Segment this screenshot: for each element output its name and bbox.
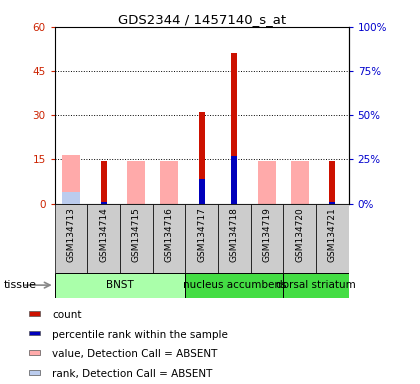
Bar bbox=[62, 192, 80, 204]
Bar bbox=[29, 311, 40, 316]
Bar bbox=[251, 204, 283, 273]
Text: GSM134717: GSM134717 bbox=[197, 207, 206, 262]
Bar bbox=[199, 112, 205, 204]
Text: dorsal striatum: dorsal striatum bbox=[276, 280, 356, 290]
Bar bbox=[29, 370, 40, 375]
Text: GSM134718: GSM134718 bbox=[230, 207, 239, 262]
Bar bbox=[127, 161, 145, 204]
Text: GSM134716: GSM134716 bbox=[165, 207, 173, 262]
Bar bbox=[29, 331, 40, 335]
Bar bbox=[258, 161, 276, 204]
Bar bbox=[87, 204, 120, 273]
Text: BNST: BNST bbox=[106, 280, 134, 290]
Bar bbox=[231, 53, 237, 204]
Bar bbox=[283, 273, 349, 298]
Bar bbox=[152, 204, 185, 273]
Bar bbox=[160, 161, 178, 204]
Bar bbox=[101, 161, 107, 204]
Text: count: count bbox=[52, 310, 82, 320]
Title: GDS2344 / 1457140_s_at: GDS2344 / 1457140_s_at bbox=[118, 13, 286, 26]
Bar bbox=[62, 155, 80, 204]
Bar bbox=[283, 204, 316, 273]
Bar bbox=[185, 204, 218, 273]
Text: GSM134720: GSM134720 bbox=[295, 207, 304, 262]
Bar bbox=[329, 202, 335, 204]
Text: GSM134721: GSM134721 bbox=[328, 207, 337, 262]
Bar bbox=[55, 273, 185, 298]
Text: GSM134719: GSM134719 bbox=[262, 207, 271, 262]
Bar bbox=[185, 273, 283, 298]
Bar bbox=[218, 204, 251, 273]
Bar bbox=[329, 161, 335, 204]
Text: GSM134714: GSM134714 bbox=[99, 207, 108, 262]
Text: value, Detection Call = ABSENT: value, Detection Call = ABSENT bbox=[52, 349, 218, 359]
Bar bbox=[231, 156, 237, 204]
Text: tissue: tissue bbox=[4, 280, 37, 290]
Bar bbox=[199, 179, 205, 204]
Bar bbox=[55, 204, 87, 273]
Text: nucleus accumbens: nucleus accumbens bbox=[183, 280, 286, 290]
Bar bbox=[101, 202, 107, 204]
Bar bbox=[120, 204, 152, 273]
Text: GSM134713: GSM134713 bbox=[66, 207, 76, 262]
Text: percentile rank within the sample: percentile rank within the sample bbox=[52, 330, 228, 340]
Text: rank, Detection Call = ABSENT: rank, Detection Call = ABSENT bbox=[52, 369, 213, 379]
Bar bbox=[291, 161, 309, 204]
Bar bbox=[29, 350, 40, 355]
Bar bbox=[316, 204, 349, 273]
Text: GSM134715: GSM134715 bbox=[132, 207, 141, 262]
